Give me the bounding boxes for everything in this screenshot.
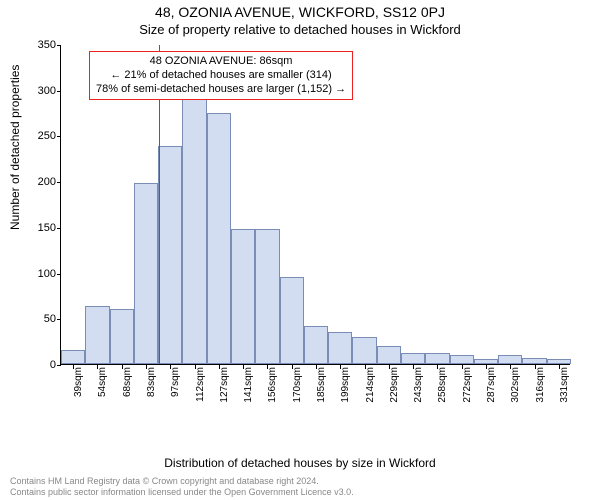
xtick-label: 258sqm: [437, 367, 448, 407]
histogram-bar: [280, 277, 304, 364]
histogram-bar: [207, 113, 231, 364]
ytick-label: 150: [26, 222, 56, 234]
xtick-label: 185sqm: [316, 367, 327, 407]
histogram-bar: [61, 350, 85, 364]
ytick-label: 50: [26, 313, 56, 325]
xtick-label: 141sqm: [243, 367, 254, 407]
xtick-label: 68sqm: [122, 367, 133, 407]
yaxis-label: Number of detached properties: [8, 65, 22, 230]
xtick-label: 39sqm: [73, 367, 84, 407]
page-title-subtitle: Size of property relative to detached ho…: [0, 20, 600, 37]
histogram-bar: [450, 355, 474, 364]
xtick-label: 54sqm: [97, 367, 108, 407]
histogram-bar: [110, 309, 134, 364]
histogram-bar: [158, 146, 182, 364]
xtick-label: 287sqm: [486, 367, 497, 407]
xtick-label: 170sqm: [292, 367, 303, 407]
annotation-box: 48 OZONIA AVENUE: 86sqm← 21% of detached…: [89, 51, 353, 100]
footer-line2: Contains public sector information licen…: [10, 487, 354, 498]
histogram-bar: [425, 353, 449, 364]
histogram-bar: [352, 337, 376, 364]
xtick-label: 316sqm: [535, 367, 546, 407]
xtick-label: 112sqm: [195, 367, 206, 407]
histogram-bar: [401, 353, 425, 364]
xaxis-label: Distribution of detached houses by size …: [0, 456, 600, 470]
ytick-label: 250: [26, 130, 56, 142]
histogram-bar: [547, 359, 571, 364]
ytick-label: 200: [26, 176, 56, 188]
histogram-bar: [304, 326, 328, 364]
xtick-label: 331sqm: [559, 367, 570, 407]
histogram-bar: [377, 346, 401, 364]
xtick-label: 97sqm: [170, 367, 181, 407]
ytick-label: 100: [26, 268, 56, 280]
histogram-bar: [522, 358, 546, 364]
histogram-bar: [134, 183, 158, 364]
xtick-label: 272sqm: [462, 367, 473, 407]
page-title-address: 48, OZONIA AVENUE, WICKFORD, SS12 0PJ: [0, 0, 600, 20]
annotation-line: 48 OZONIA AVENUE: 86sqm: [96, 55, 346, 69]
ytick-label: 350: [26, 39, 56, 51]
histogram-bar: [182, 96, 206, 364]
xtick-label: 127sqm: [219, 367, 230, 407]
xtick-label: 214sqm: [365, 367, 376, 407]
histogram-chart: 05010015020025030035039sqm54sqm68sqm83sq…: [60, 45, 570, 415]
histogram-bar: [498, 355, 522, 364]
ytick-label: 300: [26, 85, 56, 97]
histogram-bar: [328, 332, 352, 364]
xtick-label: 229sqm: [389, 367, 400, 407]
footer-line1: Contains HM Land Registry data © Crown c…: [10, 476, 354, 487]
xtick-label: 302sqm: [510, 367, 521, 407]
footer-attribution: Contains HM Land Registry data © Crown c…: [10, 476, 354, 498]
ytick-label: 0: [26, 359, 56, 371]
histogram-bar: [255, 229, 279, 364]
annotation-line: ← 21% of detached houses are smaller (31…: [96, 69, 346, 83]
histogram-bar: [474, 359, 498, 364]
xtick-label: 83sqm: [146, 367, 157, 407]
histogram-bar: [231, 229, 255, 364]
annotation-line: 78% of semi-detached houses are larger (…: [96, 83, 346, 97]
xtick-label: 243sqm: [413, 367, 424, 407]
histogram-bar: [85, 306, 109, 364]
xtick-label: 199sqm: [340, 367, 351, 407]
xtick-label: 156sqm: [267, 367, 278, 407]
